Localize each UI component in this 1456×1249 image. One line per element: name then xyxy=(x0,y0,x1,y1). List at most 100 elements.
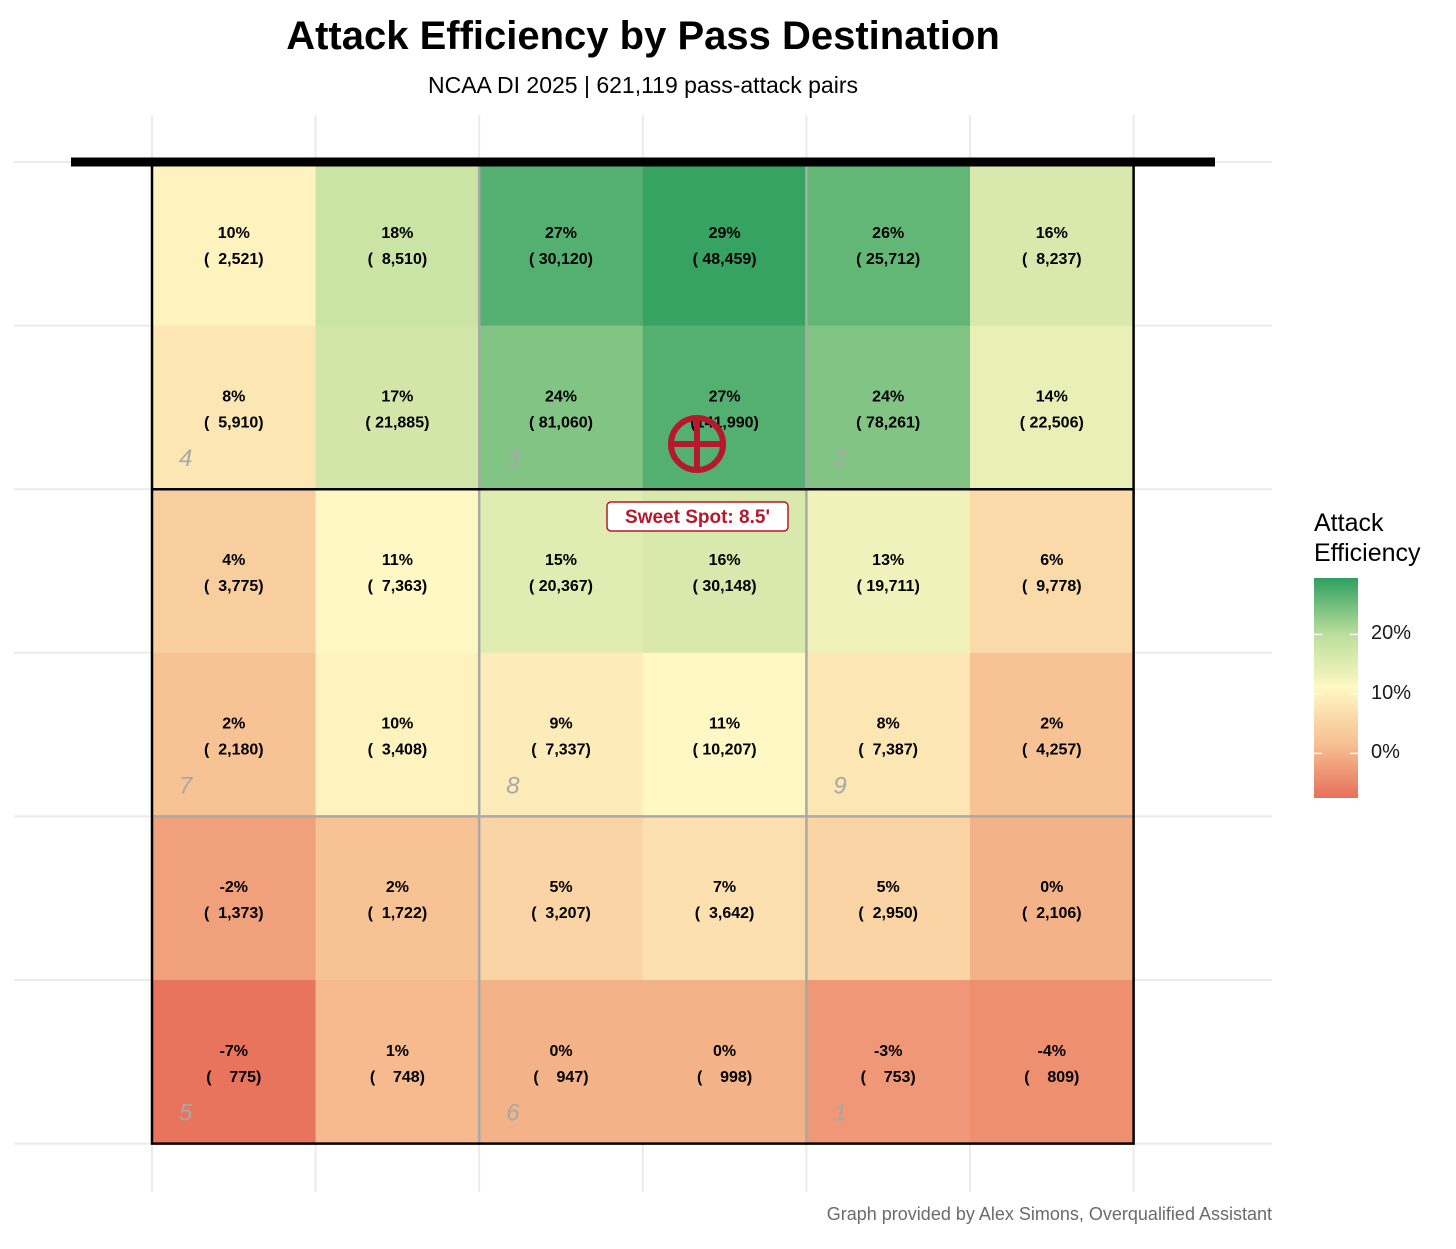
cell-efficiency-label: 6% xyxy=(1040,552,1063,569)
heatmap-cell xyxy=(642,980,807,1145)
cell-efficiency-label: 0% xyxy=(1040,879,1063,896)
legend-tick-label: 10% xyxy=(1371,681,1412,704)
cell-count-label: ( 19,711) xyxy=(857,578,920,595)
cell-count-label: ( 3,207) xyxy=(531,905,591,922)
cell-count-label: ( 947) xyxy=(533,1069,588,1086)
cell-count-label: ( 809) xyxy=(1024,1069,1079,1086)
cell-efficiency-label: 17% xyxy=(381,388,413,405)
cell-efficiency-label: 9% xyxy=(549,716,572,733)
zone-number-label: 4 xyxy=(179,445,192,472)
cell-count-label: ( 7,363) xyxy=(368,578,428,595)
heatmap-cell xyxy=(315,980,480,1145)
cell-count-label: ( 8,510) xyxy=(368,251,428,268)
cell-count-label: ( 30,120) xyxy=(529,251,593,268)
cell-efficiency-label: 10% xyxy=(218,225,250,242)
cell-efficiency-label: -7% xyxy=(220,1043,248,1060)
cell-efficiency-label: 13% xyxy=(872,552,904,569)
cell-count-label: ( 25,712) xyxy=(856,251,920,268)
zone-number-label: 6 xyxy=(506,1100,520,1127)
heatmap-cell xyxy=(315,489,480,654)
cell-count-label: ( 2,180) xyxy=(204,742,264,759)
cell-efficiency-label: 2% xyxy=(386,879,409,896)
zone-number-label: 5 xyxy=(179,1100,193,1127)
cell-efficiency-label: -3% xyxy=(874,1043,902,1060)
heatmap-cell xyxy=(806,489,971,654)
zone-number-label: 2 xyxy=(832,445,846,472)
zone-number-label: 3 xyxy=(506,445,520,472)
zone-number-label: 7 xyxy=(179,772,194,799)
heatmap-cell xyxy=(315,816,480,981)
heatmap-cell xyxy=(970,325,1135,490)
legend-tick-label: 20% xyxy=(1371,622,1412,645)
heatmap-chart: 4 3 2 7 8 9 5 6 1 10% ( 2,521) 18% ( 8,510) 27% ( 30,… xyxy=(14,115,1272,1192)
cell-count-label: ( 9,778) xyxy=(1022,578,1082,595)
cell-efficiency-label: 15% xyxy=(545,552,577,569)
heatmap-cells xyxy=(152,162,1135,1145)
cell-count-label: ( 748) xyxy=(370,1069,425,1086)
heatmap-cell xyxy=(479,162,644,327)
chart-subtitle: NCAA DI 2025 | 621,119 pass-attack pairs xyxy=(427,72,858,98)
cell-count-label: ( 2,950) xyxy=(858,905,918,922)
cell-count-label: ( 7,387) xyxy=(858,742,918,759)
cell-count-label: ( 1,373) xyxy=(204,905,264,922)
heatmap-cell xyxy=(315,325,480,490)
heatmap-cell xyxy=(806,652,971,817)
cell-efficiency-label: 29% xyxy=(709,225,741,242)
cell-count-label: ( 10,207) xyxy=(693,742,757,759)
cell-count-label: ( 775) xyxy=(206,1069,261,1086)
cell-efficiency-label: 11% xyxy=(382,552,413,569)
heatmap-cell xyxy=(970,162,1135,327)
sweet-spot-label: Sweet Spot: 8.5' xyxy=(625,507,770,528)
heatmap-cell xyxy=(970,489,1135,654)
legend-title-line1: Attack xyxy=(1314,509,1384,537)
heatmap-cell xyxy=(152,162,317,327)
cell-efficiency-label: 11% xyxy=(709,716,740,733)
heatmap-cell xyxy=(152,816,317,981)
heatmap-cell xyxy=(479,980,644,1145)
heatmap-cell xyxy=(806,816,971,981)
cell-labels: 10%( 2,521)18%( 8,510)27%( 30,120)29%( 4… xyxy=(204,225,1084,1086)
zone-number-label: 9 xyxy=(833,772,846,799)
cell-efficiency-label: 2% xyxy=(222,716,245,733)
heatmap-cell xyxy=(315,652,480,817)
cell-count-label: ( 20,367) xyxy=(529,578,593,595)
cell-efficiency-label: 2% xyxy=(1040,716,1063,733)
chart-caption: Graph provided by Alex Simons, Overquali… xyxy=(826,1204,1272,1224)
cell-count-label: ( 7,337) xyxy=(531,742,591,759)
cell-count-label: ( 2,521) xyxy=(204,251,264,268)
heatmap-cell xyxy=(642,816,807,981)
cell-count-label: ( 3,642) xyxy=(695,905,755,922)
heatmap-cell xyxy=(970,652,1135,817)
cell-efficiency-label: 7% xyxy=(713,879,736,896)
cell-count-label: ( 48,459) xyxy=(693,251,757,268)
cell-efficiency-label: 24% xyxy=(872,388,904,405)
heatmap-cell xyxy=(806,162,971,327)
legend-colorbar xyxy=(1314,578,1358,798)
heatmap-cell xyxy=(806,325,971,490)
chart-title: Attack Efficiency by Pass Destination xyxy=(286,14,1000,58)
sweet-spot-marker: Sweet Spot: 8.5' xyxy=(606,415,789,532)
heatmap-cell xyxy=(642,652,807,817)
heatmap-cell xyxy=(642,162,807,327)
cell-count-label: ( 753) xyxy=(861,1069,916,1086)
cell-count-label: ( 78,261) xyxy=(856,414,920,431)
cell-count-label: ( 22,506) xyxy=(1020,414,1084,431)
heatmap-cell xyxy=(806,980,971,1145)
cell-count-label: ( 3,775) xyxy=(204,578,264,595)
cell-count-label: ( 4,257) xyxy=(1022,742,1082,759)
cell-count-label: ( 81,060) xyxy=(529,414,593,431)
heatmap-cell xyxy=(970,816,1135,981)
cell-efficiency-label: 16% xyxy=(709,552,741,569)
cell-count-label: ( 5,910) xyxy=(204,414,264,431)
zone-number-label: 8 xyxy=(506,772,520,799)
cell-count-label: ( 998) xyxy=(697,1069,752,1086)
heatmap-cell xyxy=(152,325,317,490)
cell-efficiency-label: 10% xyxy=(381,716,413,733)
cell-efficiency-label: 18% xyxy=(381,225,413,242)
cell-count-label: ( 8,237) xyxy=(1022,251,1082,268)
cell-efficiency-label: 26% xyxy=(872,225,904,242)
legend-title-line2: Efficiency xyxy=(1314,539,1421,567)
cell-efficiency-label: 27% xyxy=(545,225,577,242)
cell-efficiency-label: 27% xyxy=(709,388,741,405)
heatmap-cell xyxy=(479,325,644,490)
